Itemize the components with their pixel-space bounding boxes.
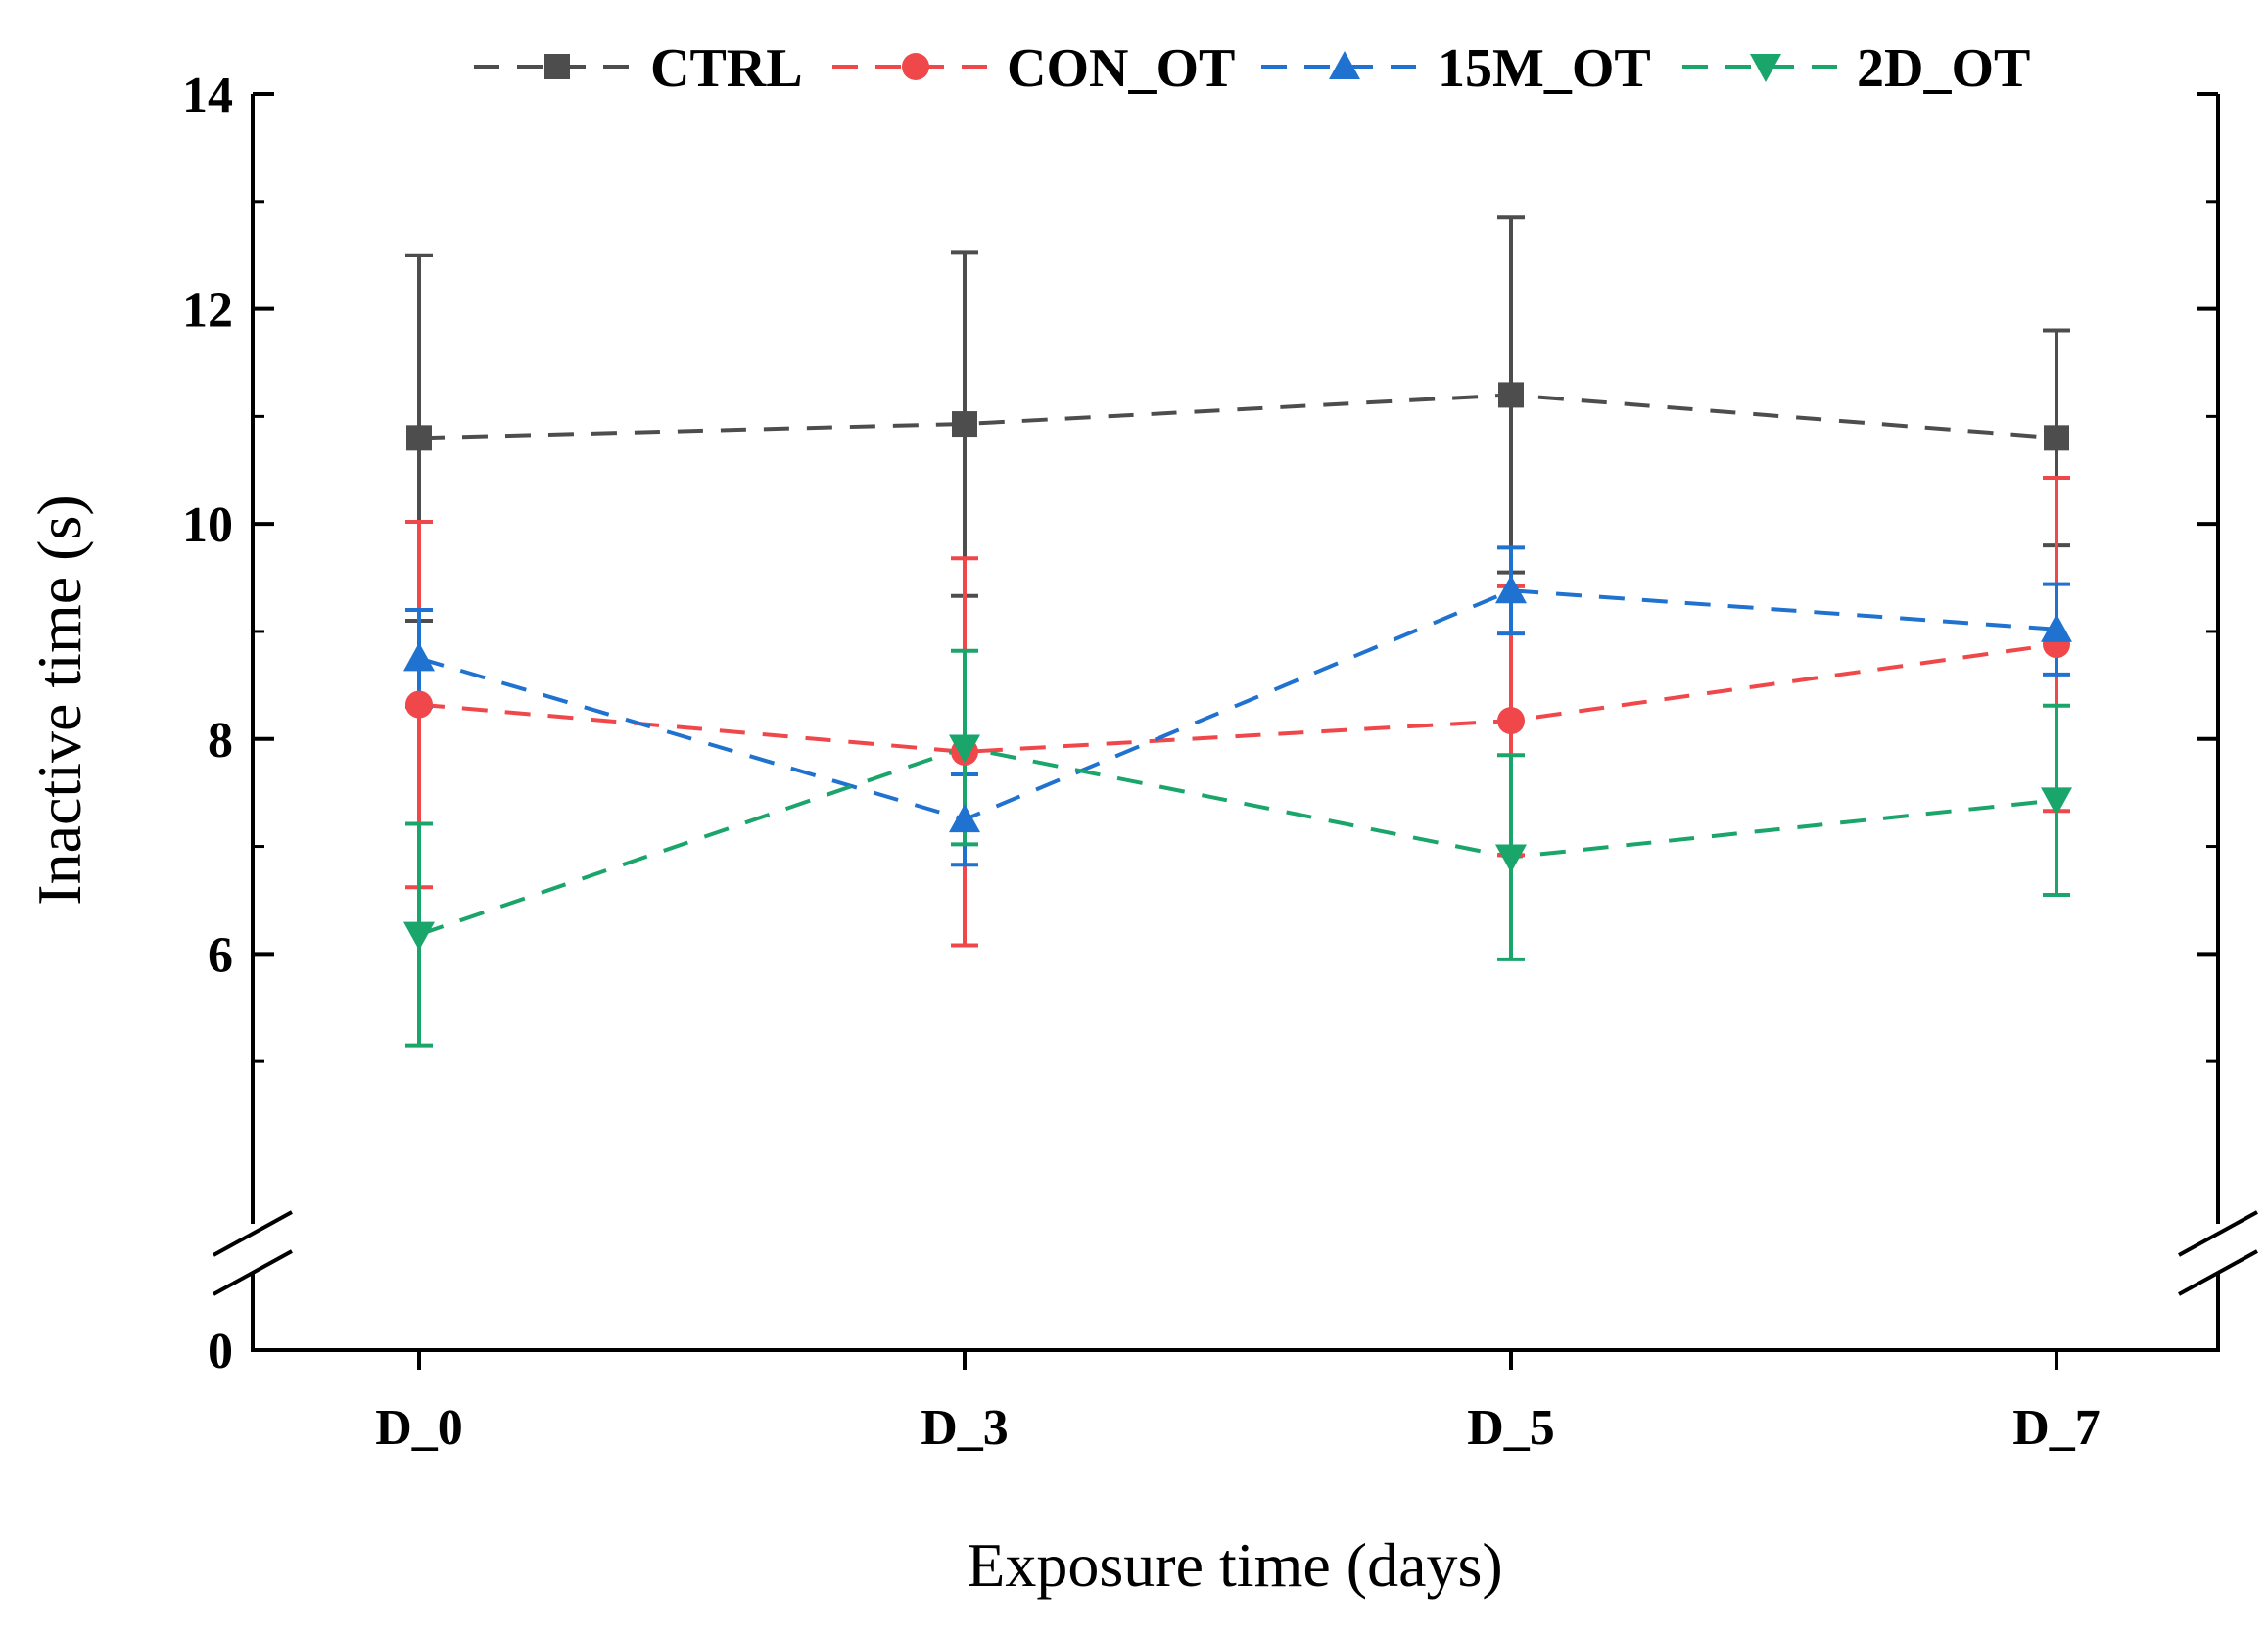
axis-break-mark-left-1 xyxy=(213,1210,293,1257)
legend-marker-CON_OT xyxy=(902,53,929,80)
y-tick-label-14: 14 xyxy=(182,68,233,123)
data-point-CTRL-D_5 xyxy=(1498,382,1524,408)
legend-label-CTRL: CTRL xyxy=(650,38,803,99)
data-point-2D_OT-D_0 xyxy=(403,921,435,951)
axis-break-mark-right-1 xyxy=(2178,1210,2258,1257)
y-tick-label-6: 6 xyxy=(208,927,233,983)
data-point-CON_OT-D_5 xyxy=(1497,707,1525,735)
series-line-15M_OT xyxy=(418,588,2057,822)
legend-label-15M_OT: 15M_OT xyxy=(1438,38,1651,99)
data-point-CON_OT-D_0 xyxy=(405,690,433,719)
legend-marker-15M_OT xyxy=(1329,51,1360,79)
x-axis-title: Exposure time (days) xyxy=(967,1530,1502,1600)
data-point-15M_OT-D_3 xyxy=(949,804,980,833)
data-point-2D_OT-D_5 xyxy=(1495,844,1527,873)
data-point-15M_OT-D_0 xyxy=(403,642,435,672)
data-point-CTRL-D_7 xyxy=(2044,425,2069,451)
axis-break-mark-left-2 xyxy=(213,1249,293,1296)
axis-break-mark-right-2 xyxy=(2178,1249,2258,1296)
data-point-15M_OT-D_5 xyxy=(1495,575,1527,604)
legend-label-2D_OT: 2D_OT xyxy=(1857,38,2030,99)
x-tick-label-D_5: D_5 xyxy=(1467,1400,1555,1456)
legend-marker-CTRL xyxy=(544,54,570,79)
series-line-CTRL xyxy=(418,393,2057,441)
data-point-15M_OT-D_7 xyxy=(2041,613,2072,642)
data-point-CTRL-D_0 xyxy=(406,425,432,451)
legend-label-CON_OT: CON_OT xyxy=(1007,38,1235,99)
x-tick-label-D_0: D_0 xyxy=(375,1400,463,1456)
series-line-2D_OT xyxy=(418,745,2057,937)
data-point-CTRL-D_3 xyxy=(952,411,977,438)
y-tick-label-12: 12 xyxy=(182,283,233,339)
y-axis-title: Inactive time (s) xyxy=(24,494,94,905)
legend-marker-2D_OT xyxy=(1750,54,1781,82)
y-tick-label-10: 10 xyxy=(182,497,233,553)
x-tick-label-D_3: D_3 xyxy=(921,1400,1009,1456)
series-line-CON_OT xyxy=(418,642,2057,754)
y-tick-label-8: 8 xyxy=(208,713,233,769)
x-tick-label-D_7: D_7 xyxy=(2012,1400,2101,1456)
data-point-2D_OT-D_3 xyxy=(949,734,980,764)
y-tick-label-0: 0 xyxy=(208,1324,233,1379)
data-point-2D_OT-D_7 xyxy=(2041,787,2072,817)
